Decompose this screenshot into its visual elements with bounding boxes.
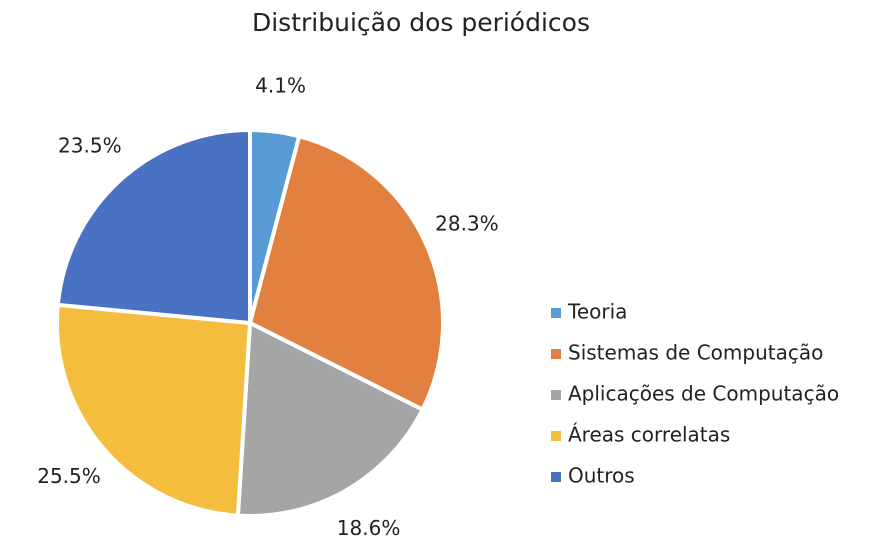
legend-swatch (551, 349, 561, 359)
legend-label: Outros (568, 464, 635, 488)
pie-slice (55, 302, 253, 518)
legend-swatch (551, 308, 561, 318)
legend-label: Teoria (567, 300, 627, 324)
data-label: 28.3% (435, 212, 499, 236)
legend-label: Aplicações de Computação (568, 382, 839, 406)
data-label: 18.6% (337, 516, 401, 536)
legend-swatch (551, 431, 561, 441)
data-label: 4.1% (255, 73, 306, 97)
pie-slice (55, 127, 252, 326)
legend-label: Sistemas de Computação (568, 341, 823, 365)
chart-title: Distribuição dos periódicos (252, 8, 590, 37)
legend-label: Áreas correlatas (568, 423, 730, 447)
data-label: 23.5% (58, 133, 122, 157)
legend-swatch (551, 390, 561, 400)
data-label: 25.5% (37, 464, 101, 488)
pie-slice (247, 133, 445, 413)
pie-slice (235, 319, 426, 518)
legend-swatch (551, 472, 561, 482)
